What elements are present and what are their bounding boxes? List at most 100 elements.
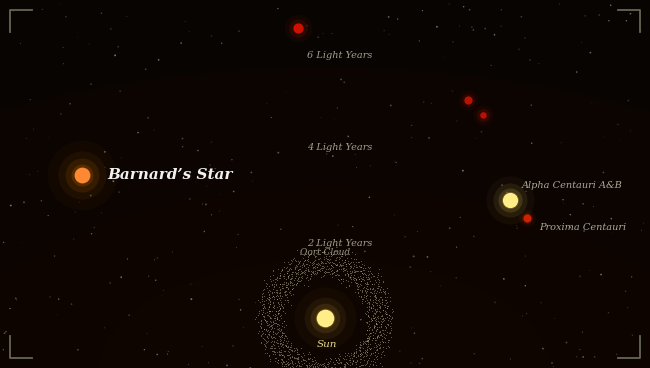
Point [387, 307, 397, 312]
Point [332, 267, 342, 273]
Point [159, 288, 169, 294]
Point [312, 268, 322, 273]
Point [272, 293, 283, 298]
Point [310, 360, 320, 366]
Point [370, 349, 380, 355]
Point [258, 314, 268, 319]
Point [284, 266, 294, 272]
Point [370, 322, 381, 328]
Point [357, 261, 367, 267]
Point [340, 353, 350, 359]
Point [286, 342, 296, 348]
Point [369, 324, 380, 330]
Point [313, 260, 324, 266]
Point [272, 316, 282, 322]
Point [608, 230, 618, 236]
Point [282, 336, 293, 342]
Point [326, 270, 337, 276]
Point [285, 257, 296, 263]
Point [636, 227, 647, 233]
Point [264, 314, 274, 319]
Point [285, 347, 296, 353]
Point [292, 247, 302, 253]
Point [277, 266, 287, 272]
Point [280, 259, 290, 265]
Point [385, 329, 396, 335]
Point [279, 348, 289, 354]
Point [268, 351, 279, 357]
Point [265, 328, 276, 333]
Point [338, 265, 348, 270]
Point [469, 233, 479, 239]
Point [116, 155, 127, 161]
Point [263, 331, 274, 337]
Point [317, 263, 328, 269]
Point [383, 321, 393, 327]
Point [468, 27, 478, 33]
Point [265, 358, 275, 364]
Point [358, 339, 369, 345]
Point [276, 349, 286, 355]
Point [367, 326, 378, 332]
Point [422, 254, 433, 260]
Point [365, 351, 376, 357]
Point [341, 246, 351, 252]
Point [280, 293, 290, 298]
Point [283, 274, 294, 280]
Point [149, 127, 159, 133]
Point [302, 257, 312, 263]
Point [280, 273, 290, 279]
Point [201, 201, 211, 207]
Point [381, 325, 391, 331]
Point [274, 328, 284, 333]
Point [372, 308, 382, 314]
Point [379, 334, 389, 340]
Point [256, 318, 266, 324]
Point [342, 360, 352, 365]
Point [362, 292, 372, 298]
Point [287, 359, 298, 365]
Point [526, 102, 536, 108]
Point [320, 268, 330, 273]
Point [354, 259, 365, 265]
Point [521, 188, 531, 194]
Point [304, 367, 314, 368]
Point [265, 308, 276, 314]
Point [335, 262, 345, 268]
Point [266, 289, 277, 295]
Point [378, 286, 388, 292]
Point [351, 359, 361, 365]
Point [335, 261, 345, 267]
Point [283, 268, 293, 273]
Point [256, 321, 266, 327]
Point [319, 264, 330, 270]
Point [270, 335, 281, 341]
Point [321, 365, 332, 368]
Point [381, 297, 391, 303]
Point [319, 360, 330, 366]
Point [344, 283, 354, 289]
Point [262, 281, 272, 287]
Point [328, 365, 339, 368]
Point [321, 255, 332, 261]
Point [366, 318, 376, 324]
Point [344, 367, 354, 368]
Point [317, 249, 327, 255]
Point [202, 183, 212, 189]
Point [335, 308, 345, 314]
Point [338, 276, 348, 282]
Point [292, 362, 302, 368]
Point [363, 282, 373, 287]
Point [303, 267, 313, 273]
Point [352, 280, 362, 286]
Point [368, 302, 378, 308]
Point [283, 273, 294, 279]
Point [360, 338, 370, 344]
Point [272, 287, 283, 293]
Point [255, 317, 266, 323]
Point [330, 361, 341, 367]
Point [279, 279, 289, 284]
Point [575, 273, 586, 279]
Point [371, 308, 382, 314]
Point [286, 275, 296, 281]
